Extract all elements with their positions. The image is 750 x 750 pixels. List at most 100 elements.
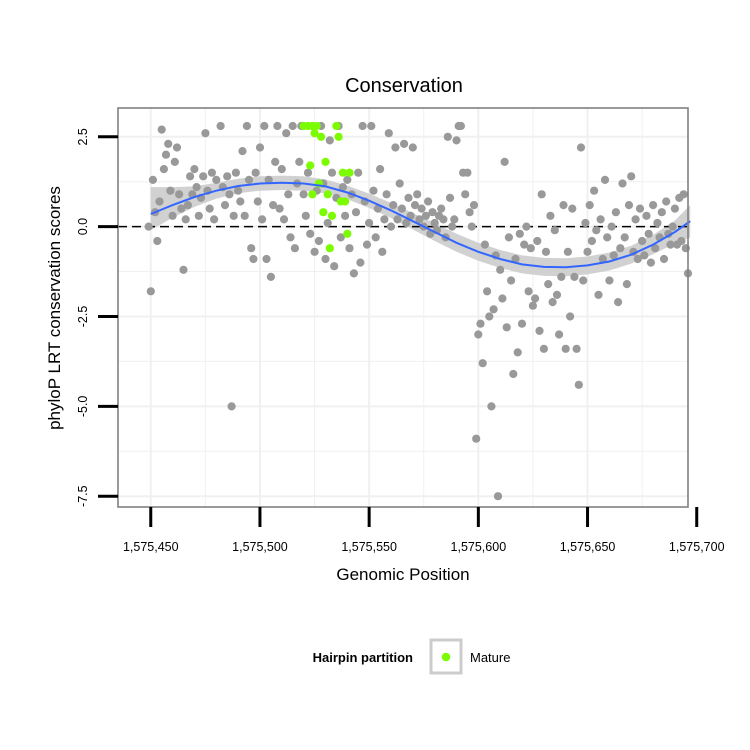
data-point	[638, 236, 647, 246]
data-point	[244, 175, 254, 184]
data-point	[450, 215, 459, 224]
data-point	[465, 208, 474, 217]
data-point	[240, 211, 249, 220]
data-point	[445, 193, 455, 202]
data-point	[303, 168, 313, 177]
data-point	[437, 204, 446, 213]
data-point	[393, 215, 402, 224]
data-point	[609, 251, 618, 260]
data-point	[356, 258, 365, 267]
data-point	[430, 218, 439, 228]
data-point	[552, 290, 562, 299]
data-point	[255, 143, 265, 152]
data-point	[349, 269, 358, 278]
x-tick-label: 1,575,600	[451, 540, 507, 554]
data-point	[306, 229, 315, 238]
data-point	[367, 121, 376, 131]
smooth-trend-line	[150, 181, 691, 269]
data-point	[627, 172, 636, 181]
y-tick-label: 2.5	[76, 128, 90, 145]
data-point	[524, 287, 533, 296]
data-point	[483, 287, 492, 296]
data-point	[234, 186, 243, 195]
data-point	[345, 244, 354, 253]
data-point	[568, 204, 577, 213]
legend-label-mature: Mature	[470, 650, 510, 665]
data-point	[212, 175, 221, 184]
data-point	[624, 201, 634, 210]
mature-data-point	[317, 132, 326, 141]
data-point	[509, 369, 518, 379]
data-point	[500, 157, 509, 166]
data-point	[535, 326, 544, 335]
data-point	[146, 287, 155, 296]
y-tick-label: -2.5	[76, 306, 90, 328]
data-point	[175, 190, 184, 199]
data-point	[210, 215, 219, 224]
data-point	[515, 229, 524, 238]
data-point	[299, 190, 308, 199]
data-point	[517, 319, 527, 328]
data-point	[603, 233, 612, 242]
data-point	[666, 240, 675, 249]
data-point	[507, 276, 516, 285]
data-point	[168, 211, 177, 220]
data-point	[365, 218, 374, 228]
data-point	[330, 262, 339, 271]
data-point	[587, 236, 597, 246]
mature-data-point	[327, 211, 337, 220]
data-point	[338, 183, 347, 192]
data-point	[633, 254, 642, 264]
data-point	[253, 197, 262, 206]
data-point	[216, 121, 225, 131]
x-tick-label: 1,575,500	[232, 540, 288, 554]
data-point	[544, 280, 553, 289]
data-point	[502, 323, 511, 332]
data-point	[389, 201, 398, 210]
data-point	[572, 344, 581, 353]
data-point	[605, 276, 614, 285]
data-point	[607, 222, 616, 231]
data-point	[504, 233, 513, 242]
data-point	[579, 276, 588, 285]
data-point	[275, 204, 284, 213]
mature-data-point	[343, 229, 352, 238]
data-point	[249, 254, 258, 264]
chart-title: Conservation	[345, 75, 463, 97]
data-point	[513, 348, 522, 357]
data-point	[155, 197, 164, 206]
data-point	[452, 136, 461, 145]
data-point	[336, 233, 345, 242]
data-point	[478, 359, 487, 368]
data-point	[592, 226, 601, 235]
data-point	[264, 175, 273, 184]
data-point	[201, 129, 210, 138]
mature-data-point	[338, 168, 347, 177]
data-point	[279, 215, 289, 224]
data-point	[161, 150, 171, 159]
data-point	[417, 204, 426, 213]
data-point	[273, 121, 282, 131]
data-point	[600, 175, 610, 184]
data-point	[290, 244, 299, 253]
mature-data-point	[323, 190, 332, 199]
data-point	[382, 190, 391, 199]
data-point	[424, 197, 433, 206]
data-point	[225, 190, 234, 199]
data-point	[341, 211, 350, 220]
data-point	[557, 272, 566, 281]
data-point	[533, 236, 542, 246]
mature-data-point	[306, 161, 315, 170]
mature-data-point	[325, 244, 334, 253]
data-point	[413, 190, 422, 199]
data-point	[448, 222, 457, 231]
x-axis: 1,575,450 1,575,500 1,575,550 1,575,600 1,57…	[123, 507, 725, 554]
data-point	[220, 201, 230, 210]
data-point	[616, 244, 625, 253]
data-point	[402, 218, 411, 228]
data-point	[325, 136, 334, 145]
data-point	[362, 240, 372, 249]
data-point	[511, 254, 520, 264]
x-tick-label: 1,575,550	[341, 540, 397, 554]
data-point	[384, 129, 393, 138]
